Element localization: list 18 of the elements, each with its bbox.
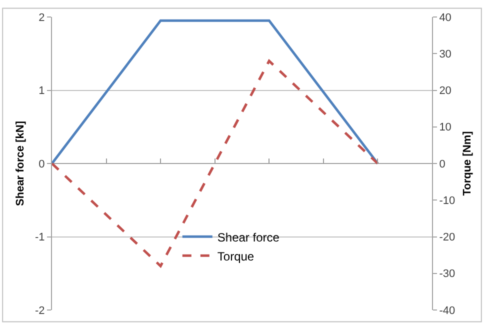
- y2-tick-label: -20: [439, 232, 456, 244]
- y-tick-label: -1: [35, 232, 45, 244]
- y-tick-label: 1: [38, 85, 45, 98]
- y2-tick-label: -30: [439, 268, 456, 280]
- y2-tick-label: 10: [439, 122, 452, 134]
- y-tick-label: 0: [38, 158, 45, 170]
- y2-tick-label: 20: [439, 85, 452, 98]
- y-tick-label: -2: [35, 304, 45, 317]
- y2-tick-label: -40: [439, 304, 456, 317]
- y2-tick-label: 40: [439, 12, 452, 24]
- y-axis-title: Shear force [kN]: [14, 120, 27, 206]
- legend-label: Torque: [217, 249, 254, 264]
- y-tick-label: 2: [38, 12, 45, 24]
- y2-axis-title: Torque [Nm]: [461, 130, 474, 196]
- y2-tick-label: 30: [439, 48, 452, 60]
- y2-tick-label: 0: [439, 158, 446, 170]
- y2-tick-label: -10: [439, 194, 456, 207]
- legend-label: Shear force: [217, 230, 280, 244]
